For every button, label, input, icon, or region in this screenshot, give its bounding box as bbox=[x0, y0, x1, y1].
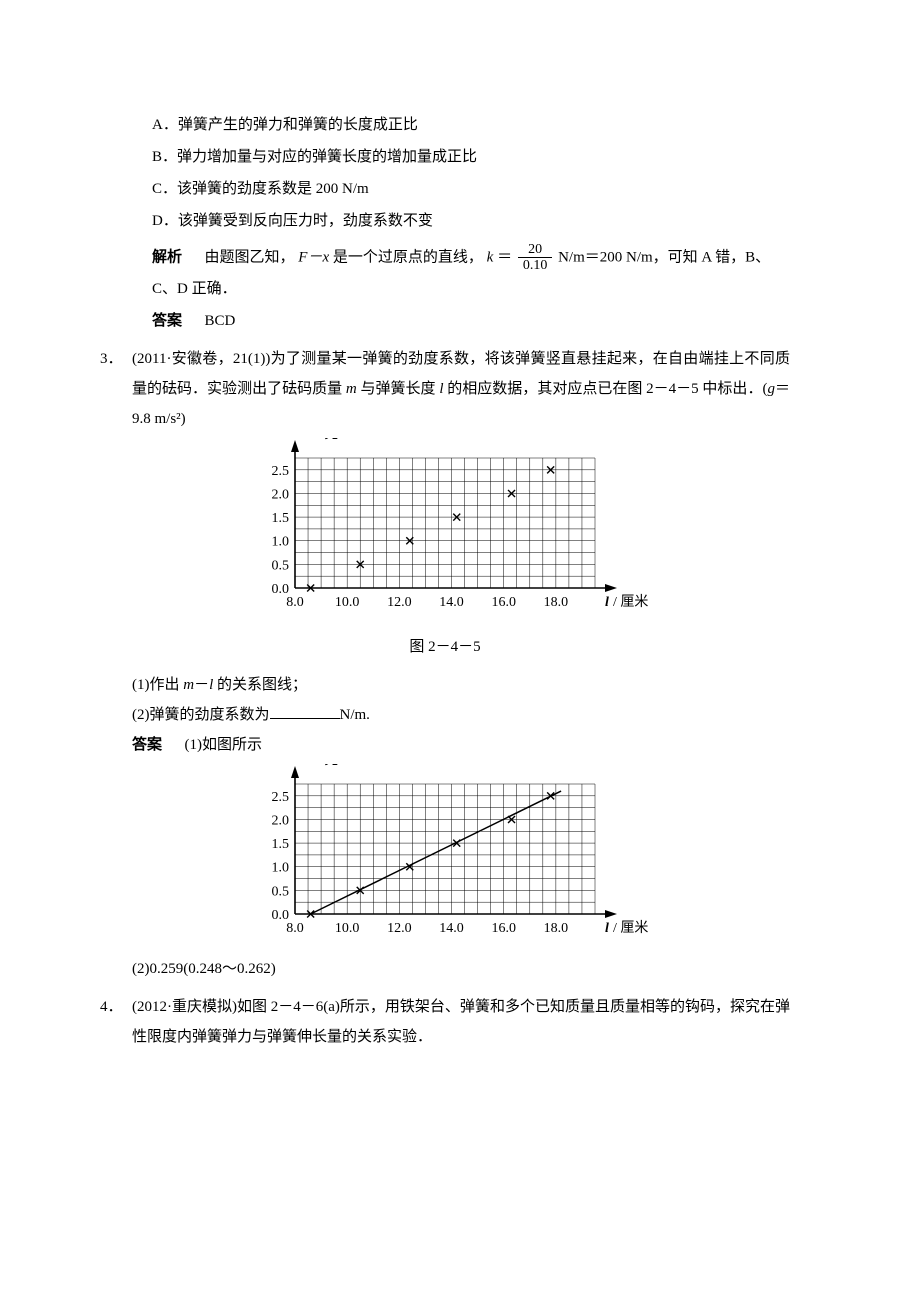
fraction: 20 0.10 bbox=[518, 242, 553, 274]
fill-blank bbox=[270, 703, 340, 719]
svg-text:1.5: 1.5 bbox=[272, 837, 290, 852]
explain-k: k bbox=[487, 249, 494, 265]
figure-caption-1: 图 2－4－5 bbox=[100, 632, 790, 662]
svg-text:0.0: 0.0 bbox=[272, 908, 290, 923]
svg-text:1.0: 1.0 bbox=[272, 535, 290, 550]
answer-label: 答案 bbox=[152, 313, 182, 329]
q3-answer-line: 答案 (1)如图所示 bbox=[132, 730, 790, 760]
q3-g: g bbox=[767, 381, 775, 397]
svg-text:16.0: 16.0 bbox=[491, 595, 516, 610]
svg-text:8.0: 8.0 bbox=[286, 921, 304, 936]
q3-m: m bbox=[346, 381, 357, 397]
q3-sub2-post: N/m. bbox=[340, 707, 370, 723]
svg-text:18.0: 18.0 bbox=[544, 921, 569, 936]
svg-text:m: m bbox=[303, 764, 314, 768]
answer-block-1: 答案 BCD bbox=[152, 306, 790, 336]
q3-sub1: (1)作出 m－l 的关系图线； bbox=[132, 670, 790, 700]
svg-text:0.5: 0.5 bbox=[272, 884, 290, 899]
q3-answer-1: (1)如图所示 bbox=[185, 737, 263, 753]
explain-mid1: 是一个过原点的直线， bbox=[333, 249, 483, 265]
q3-sub2: (2)弹簧的劲度系数为 N/m. bbox=[132, 700, 790, 730]
svg-text:8.0: 8.0 bbox=[286, 595, 304, 610]
svg-text:/ 克: / 克 bbox=[317, 764, 338, 768]
svg-text:/ 厘米: / 厘米 bbox=[613, 594, 648, 610]
option-a: A．弹簧产生的弹力和弹簧的长度成正比 bbox=[152, 110, 790, 140]
answer-value: BCD bbox=[205, 313, 236, 329]
svg-text:14.0: 14.0 bbox=[439, 921, 464, 936]
svg-text:10.0: 10.0 bbox=[335, 921, 360, 936]
explain-postfrac: N/m＝200 N/m，可知 A 错，B、 bbox=[558, 249, 770, 265]
chart-1-scatter: 8.0 10.0 12.0 14.0 16.0 18.0 0.0 0.5 1.0 1.5 2.0 2.… bbox=[235, 438, 655, 628]
svg-text:12.0: 12.0 bbox=[387, 921, 412, 936]
question-3: 3． (2011·安徽卷，21(1))为了测量某一弹簧的劲度系数，将该弹簧竖直悬… bbox=[100, 344, 790, 434]
svg-text:12.0: 12.0 bbox=[387, 595, 412, 610]
q3-text-2: 与弹簧长度 bbox=[357, 381, 440, 397]
fraction-num: 20 bbox=[518, 242, 553, 258]
explain-label: 解析 bbox=[152, 249, 182, 265]
svg-text:0.5: 0.5 bbox=[272, 558, 290, 573]
chart-2-fit: 8.0 10.0 12.0 14.0 16.0 18.0 0.0 0.5 1.0 1.5 2.0 2.… bbox=[235, 764, 655, 954]
svg-text:18.0: 18.0 bbox=[544, 595, 569, 610]
option-b: B．弹力增加量与对应的弹簧长度的增加量成正比 bbox=[152, 142, 790, 172]
fraction-den: 0.10 bbox=[518, 258, 553, 273]
explain-line2: C、D 正确． bbox=[152, 274, 790, 304]
q3-sub1-m: m bbox=[183, 677, 194, 693]
svg-text:2.0: 2.0 bbox=[272, 813, 290, 828]
explanation-block: 解析 由题图乙知， F－x 是一个过原点的直线， k ＝ 20 0.10 N/m… bbox=[152, 242, 790, 304]
q4-body: (2012·重庆模拟)如图 2－4－6(a)所示，用铁架台、弹簧和多个已知质量且… bbox=[132, 992, 790, 1052]
q3-sub2-pre: (2)弹簧的劲度系数为 bbox=[132, 707, 270, 723]
svg-text:l: l bbox=[605, 921, 609, 936]
svg-text:16.0: 16.0 bbox=[491, 921, 516, 936]
svg-text:m: m bbox=[303, 438, 314, 442]
option-d: D．该弹簧受到反向压力时，劲度系数不变 bbox=[152, 206, 790, 236]
svg-text:1.0: 1.0 bbox=[272, 861, 290, 876]
svg-text:2.5: 2.5 bbox=[272, 464, 290, 479]
q3-sub1-pre: (1)作出 bbox=[132, 677, 183, 693]
svg-text:2.0: 2.0 bbox=[272, 487, 290, 502]
svg-text:0.0: 0.0 bbox=[272, 582, 290, 597]
option-c: C．该弹簧的劲度系数是 200 N/m bbox=[152, 174, 790, 204]
q3-sub1-mid: － bbox=[194, 677, 209, 693]
q3-sub1-post: 的关系图线； bbox=[213, 677, 307, 693]
q3-text-3: 的相应数据，其对应点已在图 2－4－5 中标出．( bbox=[444, 381, 768, 397]
svg-text:2.5: 2.5 bbox=[272, 790, 290, 805]
question-4: 4． (2012·重庆模拟)如图 2－4－6(a)所示，用铁架台、弹簧和多个已知… bbox=[100, 992, 790, 1052]
svg-text:1.5: 1.5 bbox=[272, 511, 290, 526]
svg-text:14.0: 14.0 bbox=[439, 595, 464, 610]
q3-number: 3． bbox=[100, 344, 132, 434]
explain-eq: ＝ bbox=[497, 249, 512, 265]
svg-text:/ 厘米: / 厘米 bbox=[613, 920, 648, 936]
q3-answer-label: 答案 bbox=[132, 737, 162, 753]
explain-pre: 由题图乙知， bbox=[205, 249, 295, 265]
explain-fx: F－x bbox=[298, 249, 329, 265]
svg-text:10.0: 10.0 bbox=[335, 595, 360, 610]
q4-number: 4． bbox=[100, 992, 132, 1052]
svg-text:l: l bbox=[605, 595, 609, 610]
q3-body: (2011·安徽卷，21(1))为了测量某一弹簧的劲度系数，将该弹簧竖直悬挂起来… bbox=[132, 344, 790, 434]
svg-text:/ 克: / 克 bbox=[317, 438, 338, 442]
q3-answer-2: (2)0.259(0.248～0.262) bbox=[132, 954, 790, 984]
